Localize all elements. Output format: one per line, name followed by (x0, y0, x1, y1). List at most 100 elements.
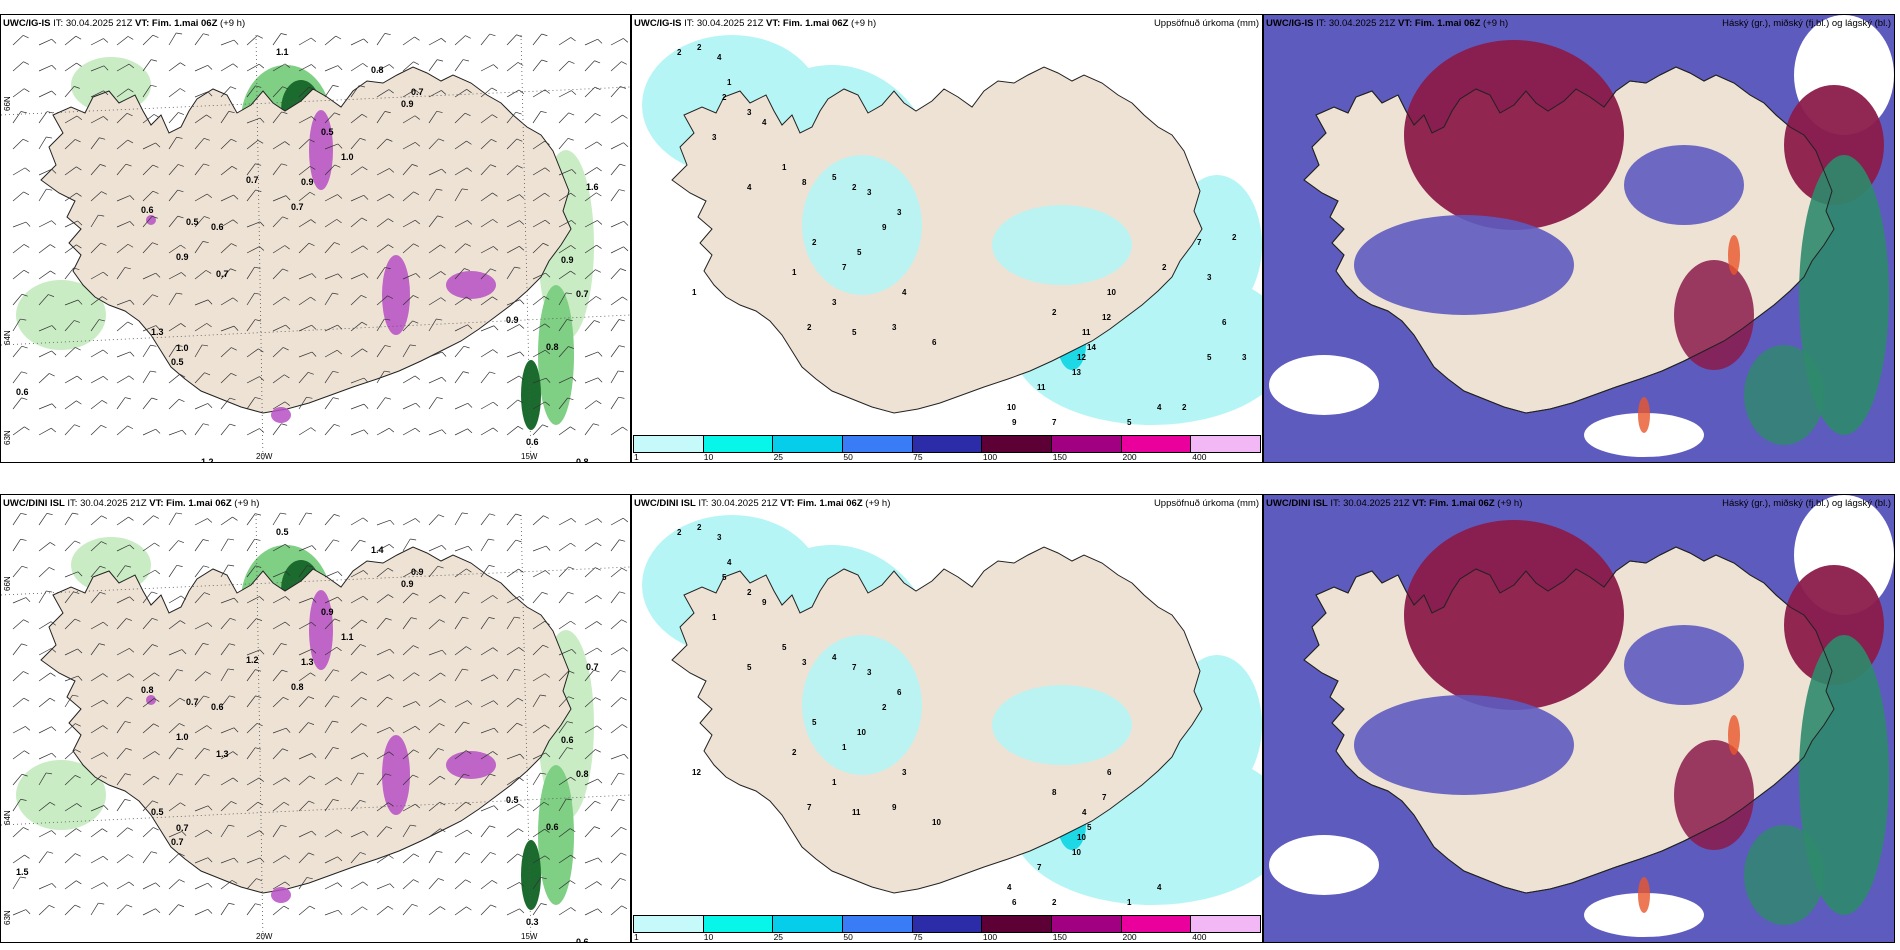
color-legend: 1 10 25 50 75 100 150 200 400 (632, 912, 1262, 942)
wind-barb-flag (623, 753, 629, 759)
wind-barb-shaft (428, 376, 442, 384)
wind-barb-flag (308, 242, 315, 246)
wind-barb-flag (568, 112, 575, 116)
wind-barb-shaft (350, 403, 365, 410)
wind-barb (298, 775, 316, 786)
wind-barb-shaft (298, 116, 312, 124)
wind-barb-shaft (194, 518, 208, 526)
model-name: UWC/IG-IS (3, 18, 51, 29)
wind-barb-shaft (142, 114, 155, 124)
accum-value-label: 7 (1197, 238, 1202, 247)
wind-barb-flag (233, 194, 239, 200)
wind-barb (272, 697, 289, 708)
wind-barb-flag (414, 89, 420, 94)
wind-barb-flag (618, 370, 625, 373)
wind-barb-shaft (506, 596, 520, 604)
iceland-land (40, 546, 572, 894)
wind-barb (168, 620, 186, 630)
wind-barb (584, 167, 602, 176)
wind-barb-flag (519, 324, 525, 329)
wind-barb-flag (596, 244, 602, 249)
wind-barb-flag (51, 90, 57, 96)
wind-barb (428, 801, 446, 812)
wind-barb-shaft (350, 85, 360, 98)
wind-barb-flag (50, 270, 56, 275)
wind-barb-flag (462, 59, 469, 62)
wind-barb-flag (492, 647, 498, 652)
wind-barb (194, 908, 213, 916)
wind-barb-shaft (428, 672, 441, 682)
wind-barb-shaft (532, 323, 546, 332)
wind-barb-flag (622, 647, 628, 652)
low-cloud-area (1744, 825, 1824, 925)
wind-barb-flag (203, 695, 210, 699)
wind-barb-shaft (454, 906, 467, 916)
wind-barb-shaft (272, 401, 286, 410)
wind-barb-shaft (298, 877, 308, 890)
wind-barb (454, 700, 473, 708)
wind-barb-flag (23, 619, 29, 623)
wind-barb-shaft (558, 112, 569, 124)
accum-value-label: 7 (852, 663, 857, 672)
wind-barb (324, 164, 341, 176)
accum-value-label: 9 (882, 223, 887, 232)
wind-barb (64, 694, 79, 708)
wind-barb-flag (361, 671, 368, 675)
wind-barb-flag (152, 294, 159, 298)
wind-barb-flag (489, 371, 496, 375)
wind-barb-shaft (558, 37, 571, 46)
wind-barb-flag (308, 800, 315, 804)
wind-barb-shaft (220, 903, 229, 916)
wind-barb-flag (467, 403, 473, 408)
wind-barb (376, 751, 394, 760)
wind-barb-flag (597, 351, 603, 357)
wind-barb-flag (310, 427, 316, 432)
wind-barb-flag (231, 347, 237, 351)
wind-barb-shaft (168, 595, 182, 604)
wind-barb (402, 824, 417, 838)
wind-barb (38, 373, 55, 384)
wind-barb-flag (567, 591, 574, 595)
wind-barb (246, 266, 261, 280)
wind-barb (428, 168, 447, 176)
accum-value-label: 3 (802, 658, 807, 667)
precip-area (538, 765, 574, 905)
accum-value-label: 6 (897, 688, 902, 697)
precip-value-label: 0.8 (141, 685, 154, 695)
wind-barb (454, 801, 472, 812)
wind-barb-shaft (428, 565, 439, 578)
wind-barb (324, 424, 340, 436)
wind-barb-flag (203, 565, 210, 568)
wind-barb-flag (414, 427, 421, 433)
wind-barb (480, 114, 498, 124)
accum-value-label: 1 (782, 163, 787, 172)
wind-barb-flag (25, 726, 31, 731)
legend-label: 50 (843, 932, 853, 942)
wind-barb (38, 883, 57, 890)
wind-barb (506, 62, 524, 72)
wind-barb-shaft (90, 164, 101, 176)
wind-barb (168, 697, 186, 708)
wind-barb (272, 374, 290, 384)
precip-area (538, 285, 574, 425)
wind-barb (12, 750, 30, 760)
accum-value-label: 4 (1007, 883, 1012, 892)
wind-barb-flag (466, 646, 472, 651)
wind-barb-flag (207, 65, 213, 70)
wind-barb-flag (128, 516, 134, 521)
wind-barb-flag (125, 163, 132, 167)
wind-barb-flag (333, 669, 340, 672)
wind-barb-flag (202, 344, 209, 347)
wind-barb-shaft (12, 318, 21, 332)
wind-barb-flag (177, 747, 184, 750)
wind-barb-shaft (350, 752, 364, 760)
wind-barb-shaft (428, 723, 440, 734)
wind-barb-shaft (584, 669, 595, 682)
color-legend: 1 10 25 50 75 100 150 200 400 (632, 432, 1262, 462)
wind-barb-flag (518, 647, 524, 652)
wind-barb (480, 219, 498, 228)
precip-value-label: 0.5 (171, 357, 184, 367)
wind-barb-shaft (168, 904, 179, 916)
wind-barb-shaft (428, 37, 442, 46)
wind-barb (64, 512, 79, 526)
